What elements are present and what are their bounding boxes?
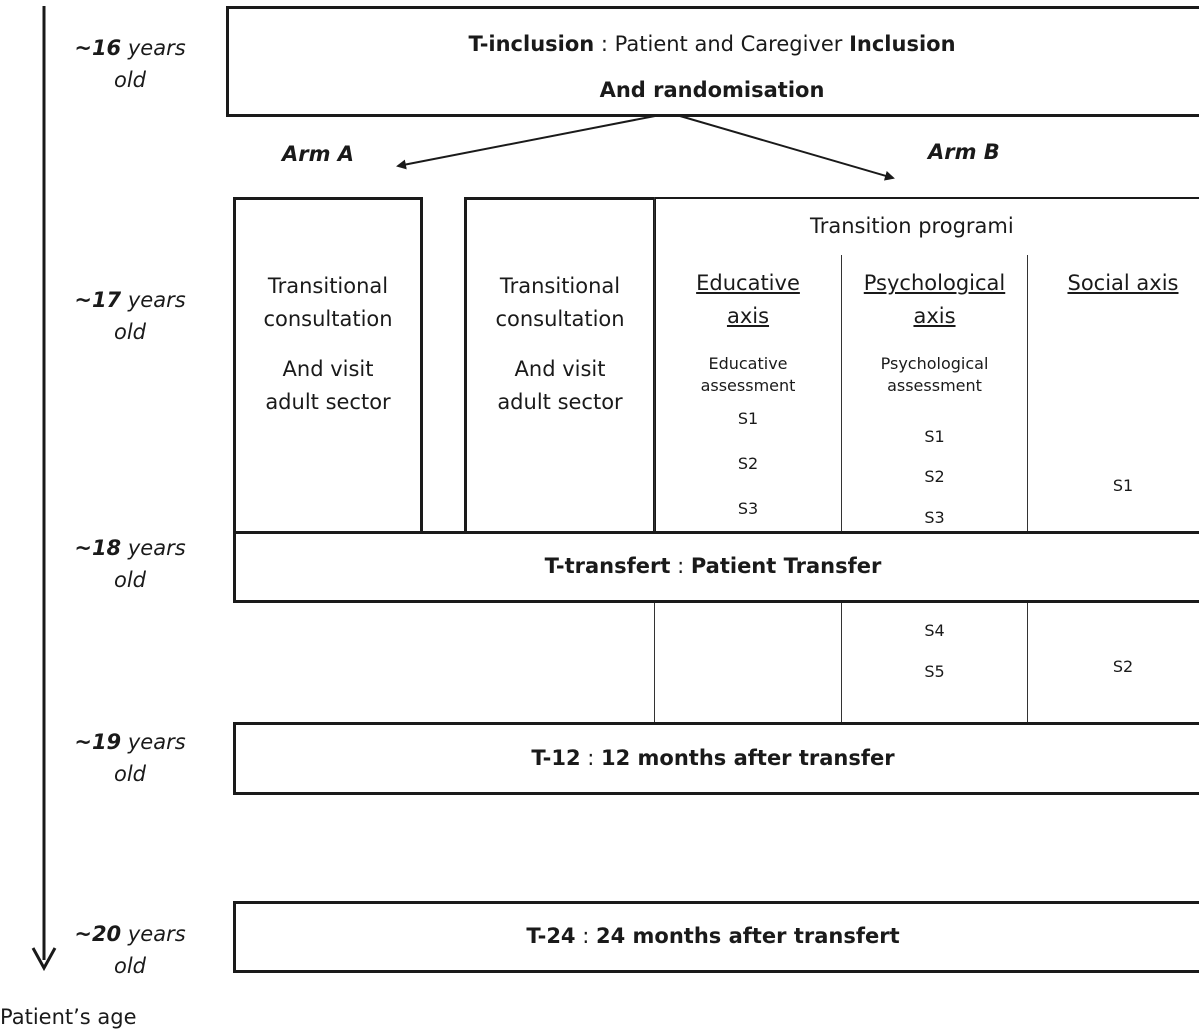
psychological-session-s1: S1 <box>924 427 945 446</box>
educative-assessment: Educative assessment <box>700 354 796 395</box>
transfer-label: T-transfert : Patient Transfer <box>544 554 882 578</box>
psychological-axis-title: Psychological axis <box>863 271 1006 328</box>
psychological-social-divider <box>1027 255 1028 723</box>
psychological-session-s3: S3 <box>924 508 945 527</box>
arrow-to-arm-a <box>396 115 656 170</box>
arm-b-consultation-line4: adult sector <box>497 390 623 414</box>
psychological-session-s4: S4 <box>924 621 945 640</box>
age-label-20: ~20 years old <box>74 922 186 978</box>
t12-box: T-12 : 12 months after transfer <box>233 722 1199 795</box>
educative-session-s3: S3 <box>737 499 759 518</box>
psychological-assessment: Psychological assessment <box>880 354 989 395</box>
social-session-s2: S2 <box>1112 657 1134 676</box>
arm-a-label: Arm A <box>282 142 355 166</box>
t24-box: T-24 : 24 months after transfert <box>233 901 1199 973</box>
age-label-17: ~17 years old <box>74 288 186 344</box>
arm-a-consultation-line4: adult sector <box>265 390 391 414</box>
arm-a-consultation-box: Transitional consultation And visit adul… <box>233 197 423 535</box>
arm-b-consultation-box: Transitional consultation And visit adul… <box>464 197 656 535</box>
t24-label: T-24 : 24 months after transfert <box>526 924 900 948</box>
arm-b-consultation-line3: And visit <box>514 357 606 381</box>
psychological-session-s2: S2 <box>924 467 945 486</box>
educative-axis-divider-left <box>654 197 655 723</box>
timeline-arrowhead <box>31 947 57 972</box>
educative-psychological-divider <box>841 255 842 723</box>
t12-label: T-12 : 12 months after transfer <box>531 746 895 770</box>
programme-top-border <box>654 197 1199 199</box>
arm-b-label: Arm B <box>928 140 1000 164</box>
arm-a-consultation-line3: And visit <box>282 357 374 381</box>
programme-title: Transition programi <box>810 214 1014 238</box>
psychological-session-s5: S5 <box>924 662 945 681</box>
age-label-18: ~18 years old <box>74 536 186 592</box>
educative-session-s2: S2 <box>737 454 759 473</box>
age-label-16: ~16 years old <box>74 36 186 92</box>
arm-b-consultation-line2: consultation <box>495 307 625 331</box>
transfer-box: T-transfert : Patient Transfer <box>233 531 1199 603</box>
educative-session-s1: S1 <box>737 409 759 428</box>
arrow-to-arm-b <box>679 115 895 181</box>
inclusion-subtitle: And randomisation <box>599 78 825 102</box>
arm-a-consultation-line1: Transitional <box>267 274 389 298</box>
arm-a-consultation-line2: consultation <box>263 307 393 331</box>
social-axis-title: Social axis <box>1067 271 1179 295</box>
educative-axis-title: Educative axis <box>696 271 800 328</box>
age-label-19: ~19 years old <box>74 730 186 786</box>
arm-b-consultation-line1: Transitional <box>499 274 621 298</box>
inclusion-box: T-inclusion : Patient and Caregiver Incl… <box>226 6 1199 117</box>
timeline-axis-label: Patient’s age <box>0 1005 137 1029</box>
social-session-s1: S1 <box>1112 476 1134 495</box>
inclusion-title: T-inclusion : Patient and Caregiver Incl… <box>468 32 956 56</box>
